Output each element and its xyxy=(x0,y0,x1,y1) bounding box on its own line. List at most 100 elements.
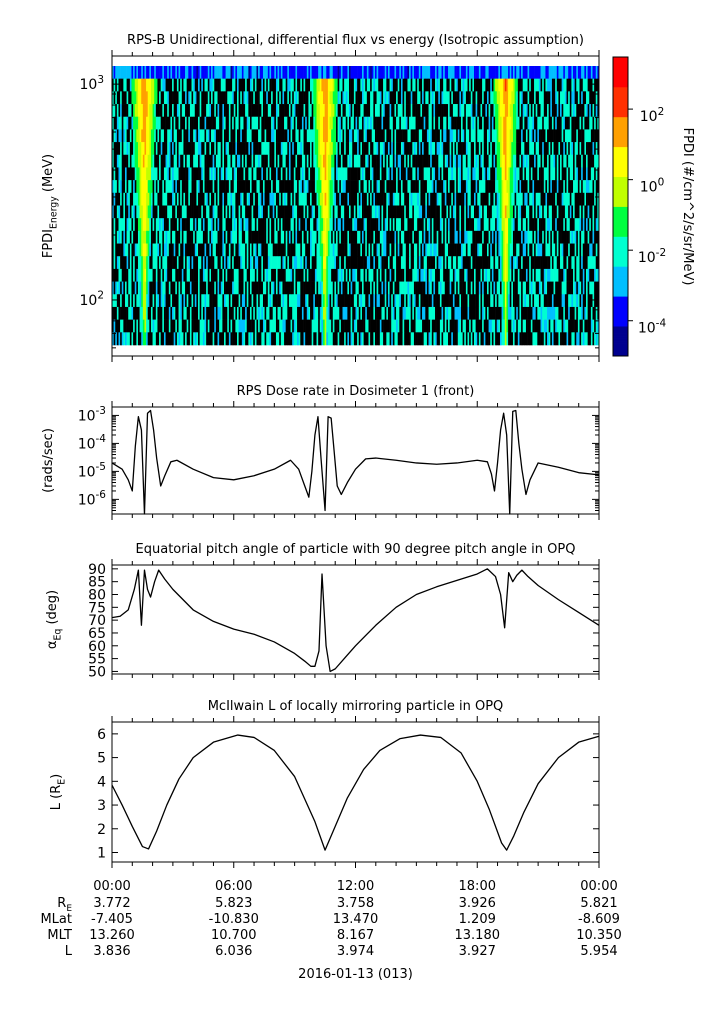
heatmap-cell xyxy=(237,116,239,130)
heatmap-cell xyxy=(508,142,511,156)
heatmap-cell xyxy=(547,116,549,130)
heatmap-cell xyxy=(423,192,426,206)
heatmap-cell xyxy=(267,129,270,143)
heatmap-cell xyxy=(232,192,235,206)
heatmap-cell xyxy=(334,142,337,156)
heatmap-cell xyxy=(402,268,405,282)
heatmap-cell xyxy=(459,91,462,105)
heatmap-cell xyxy=(563,129,566,143)
heatmap-cell xyxy=(478,142,481,156)
heatmap-cell xyxy=(219,192,222,206)
heatmap-cell xyxy=(405,230,408,244)
heatmap-cell xyxy=(522,154,525,168)
heatmap-cell xyxy=(560,205,562,219)
heatmap-cell xyxy=(292,192,295,206)
heatmap-cell xyxy=(436,192,439,206)
heatmap-cell xyxy=(392,218,395,232)
heatmap-cell xyxy=(185,142,187,156)
heatmap-cell xyxy=(501,192,504,206)
heatmap-cell xyxy=(418,192,421,206)
heatmap-cell xyxy=(324,205,327,219)
heatmap-cell xyxy=(318,268,321,282)
heatmap-cell xyxy=(146,256,149,270)
heatmap-cell xyxy=(155,256,158,270)
heatmap-cell xyxy=(112,268,114,282)
heatmap-cell xyxy=(378,256,381,270)
heatmap-cell xyxy=(123,256,126,270)
heatmap-cell xyxy=(486,116,489,130)
heatmap-cell xyxy=(457,154,460,168)
heatmap-cell xyxy=(501,116,504,130)
heatmap-cell xyxy=(115,230,118,244)
heatmap-cell xyxy=(378,268,381,282)
heatmap-cell xyxy=(532,180,535,194)
heatmap-cell xyxy=(561,91,564,105)
heatmap-cell xyxy=(391,129,394,143)
heatmap-cell xyxy=(288,116,291,130)
heatmap-cell xyxy=(212,268,215,282)
heatmap-cell xyxy=(504,91,507,105)
heatmap-cell xyxy=(261,205,264,219)
heatmap-cell xyxy=(474,205,476,219)
heatmap-cell xyxy=(126,230,129,244)
heatmap-cell xyxy=(311,180,314,194)
heatmap-cell xyxy=(311,167,314,181)
heatmap-cell xyxy=(399,167,402,181)
heatmap-cell xyxy=(175,268,178,282)
heatmap-cell xyxy=(584,192,587,206)
heatmap-cell xyxy=(155,91,158,105)
heatmap-cell xyxy=(311,205,314,219)
heatmap-cell xyxy=(274,129,277,143)
heatmap-cell xyxy=(157,256,160,270)
heatmap-cell xyxy=(277,167,280,181)
heatmap-cell xyxy=(592,66,595,79)
heatmap-cell xyxy=(241,268,244,282)
heatmap-cell xyxy=(142,205,145,219)
heatmap-cell xyxy=(193,129,196,143)
heatmap-cell xyxy=(327,78,330,92)
heatmap-cell xyxy=(551,116,554,130)
heatmap-cell xyxy=(240,129,243,143)
heatmap-cell xyxy=(120,167,123,181)
heatmap-cell xyxy=(313,205,316,219)
heatmap-cell xyxy=(188,230,191,244)
heatmap-cell xyxy=(183,104,186,118)
heatmap-cell xyxy=(196,142,199,156)
heatmap-cell xyxy=(456,129,459,143)
heatmap-cell xyxy=(465,142,468,156)
heatmap-cell xyxy=(550,154,553,168)
heatmap-cell xyxy=(238,78,241,92)
heatmap-cell xyxy=(449,167,452,181)
heatmap-cell xyxy=(285,78,288,92)
heatmap-cell xyxy=(152,230,155,244)
heatmap-cell xyxy=(480,205,483,219)
heatmap-cell xyxy=(272,167,275,181)
heatmap-cell xyxy=(222,192,225,206)
heatmap-cell xyxy=(305,78,308,92)
heatmap-cell xyxy=(448,243,450,257)
heatmap-cell xyxy=(412,192,415,206)
heatmap-cell xyxy=(172,218,174,232)
heatmap-cell xyxy=(352,91,355,105)
heatmap-cell xyxy=(246,180,249,194)
heatmap-cell xyxy=(581,78,584,92)
heatmap-cell xyxy=(357,268,360,282)
heatmap-cell xyxy=(504,205,507,219)
heatmap-cell xyxy=(452,180,455,194)
heatmap-cell xyxy=(569,218,572,232)
heatmap-cell xyxy=(176,230,179,244)
heatmap-cell xyxy=(199,78,202,92)
heatmap-cell xyxy=(310,167,312,181)
heatmap-cell xyxy=(251,91,254,105)
heatmap-cell xyxy=(417,192,420,206)
heatmap-cell xyxy=(217,205,220,219)
heatmap-cell xyxy=(443,230,446,244)
heatmap-cell xyxy=(386,154,389,168)
heatmap-cell xyxy=(461,66,463,79)
heatmap-cell xyxy=(446,167,449,181)
heatmap-cell xyxy=(472,205,475,219)
heatmap-cell xyxy=(542,129,545,143)
heatmap-cell xyxy=(553,243,556,257)
heatmap-cell xyxy=(467,256,470,270)
